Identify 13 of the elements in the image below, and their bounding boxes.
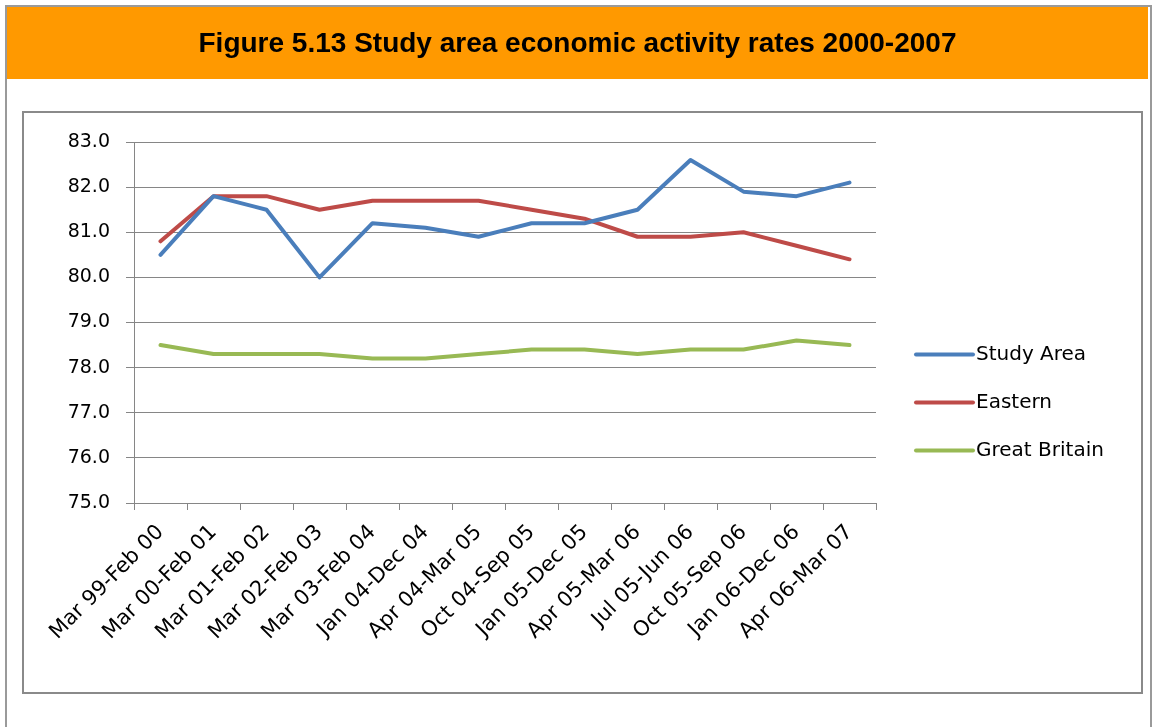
y-tick-label: 76.0 xyxy=(67,444,110,467)
y-tick-label: 78.0 xyxy=(67,354,110,377)
y-tick-label: 81.0 xyxy=(67,219,110,242)
y-tick-label: 80.0 xyxy=(67,264,110,287)
chart-title: Figure 5.13 Study area economic activity rates 2000-2007 xyxy=(198,27,957,59)
y-tick-label: 79.0 xyxy=(67,309,110,332)
y-tick-label: 77.0 xyxy=(67,399,110,422)
y-tick-label: 83.0 xyxy=(67,128,110,151)
y-tick-label: 75.0 xyxy=(67,489,110,512)
legend-label: Great Britain xyxy=(976,436,1104,461)
legend-label: Study Area xyxy=(976,340,1087,365)
y-tick-label: 82.0 xyxy=(67,174,110,197)
legend-label: Eastern xyxy=(976,388,1053,413)
